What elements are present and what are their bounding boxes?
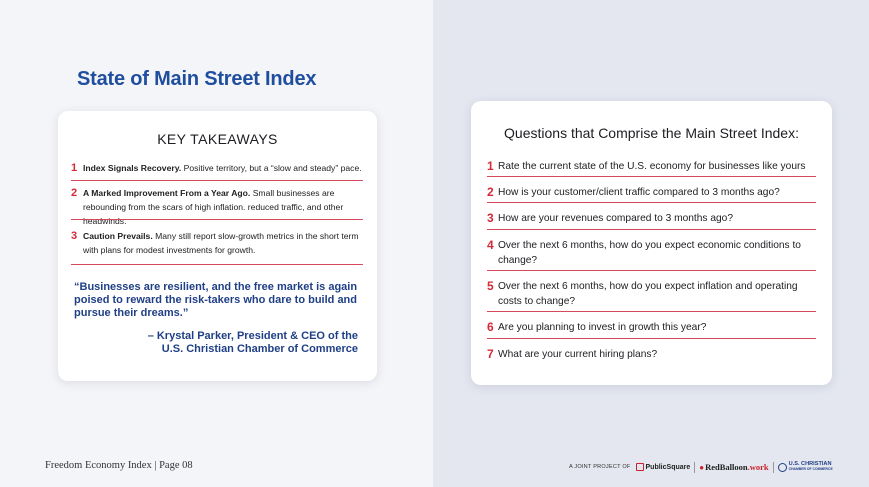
ceo-quote: “Businesses are resilient, and the free … [74, 281, 358, 319]
us-christian-chamber-logo: U.S. CHRISTIAN CHAMBER OF COMMERCE [777, 461, 833, 472]
question-item-3: 3 How are your revenues compared to 3 mo… [487, 211, 817, 226]
redballoon-logo: ● RedBalloon .work [699, 462, 769, 472]
takeaway-text: Positive territory, but a “slow and stea… [181, 163, 362, 173]
question-divider [487, 229, 816, 230]
question-text: What are your current hiring plans? [498, 349, 658, 360]
question-item-1: 1 Rate the current state of the U.S. eco… [487, 159, 817, 174]
attribution-line-1: – Krystal Parker, President & CEO of the [147, 330, 358, 342]
takeaway-text: Small businesses are rebounding from the… [83, 188, 344, 226]
takeaway-item-2: 2 A Marked Improvement From a Year Ago. … [71, 186, 363, 228]
question-text: Over the next 6 months, how do you expec… [498, 281, 798, 307]
footer-page-label: Freedom Economy Index | Page 08 [45, 460, 193, 471]
question-item-4: 4 Over the next 6 months, how do you exp… [487, 238, 817, 268]
question-number: 3 [487, 211, 494, 225]
question-number: 2 [487, 185, 494, 199]
takeaway-divider [71, 180, 363, 181]
takeaway-lead: Index Signals Recovery. [83, 163, 182, 173]
takeaway-item-3: 3 Caution Prevails. Many still report sl… [71, 229, 363, 257]
takeaway-divider [71, 264, 363, 265]
footer-partners: A JOINT PROJECT OF PublicSquare ● RedBal… [569, 460, 833, 474]
question-divider [487, 338, 816, 339]
question-item-7: 7 What are your current hiring plans? [487, 347, 817, 362]
page-title: State of Main Street Index [77, 68, 317, 90]
takeaway-lead: A Marked Improvement From a Year Ago. [83, 188, 251, 198]
joint-project-label: A JOINT PROJECT OF [569, 464, 631, 470]
question-number: 1 [487, 159, 494, 173]
takeaway-number: 2 [71, 187, 78, 199]
question-item-2: 2 How is your customer/client traffic co… [487, 185, 817, 200]
quote-attribution: – Krystal Parker, President & CEO of the… [74, 330, 358, 356]
balloon-icon: ● [699, 462, 705, 472]
key-takeaways-title: KEY TAKEAWAYS [157, 131, 278, 147]
takeaway-text: Many still report slow-growth metrics in… [83, 231, 359, 255]
question-number: 6 [487, 320, 494, 334]
question-number: 7 [487, 347, 494, 361]
question-text: Over the next 6 months, how do you expec… [498, 240, 801, 266]
takeaway-number: 3 [71, 230, 78, 242]
takeaway-divider [71, 219, 363, 220]
questions-title: Questions that Comprise the Main Street … [504, 125, 799, 141]
question-text: Rate the current state of the U.S. econo… [498, 161, 806, 172]
chamber-seal-icon [777, 462, 787, 472]
takeaway-item-1: 1 Index Signals Recovery. Positive terri… [71, 161, 363, 175]
logo-separator [772, 461, 774, 473]
question-number: 4 [487, 238, 494, 252]
key-takeaways-card: KEY TAKEAWAYS 1 Index Signals Recovery. … [58, 111, 377, 381]
question-divider [487, 311, 816, 312]
question-divider [487, 202, 816, 203]
attribution-line-2: U.S. Christian Chamber of Commerce [161, 343, 358, 355]
question-text: How are your revenues compared to 3 mont… [498, 213, 734, 224]
questions-card: Questions that Comprise the Main Street … [471, 101, 832, 385]
takeaway-number: 1 [71, 162, 78, 174]
question-number: 5 [487, 279, 494, 293]
question-divider [487, 176, 816, 177]
question-item-6: 6 Are you planning to invest in growth t… [487, 320, 817, 335]
question-text: How is your customer/client traffic comp… [498, 187, 780, 198]
publicsquare-logo: PublicSquare [635, 463, 690, 471]
question-item-5: 5 Over the next 6 months, how do you exp… [487, 279, 817, 309]
question-text: Are you planning to invest in growth thi… [498, 322, 707, 333]
logo-separator [694, 461, 696, 473]
question-divider [487, 270, 816, 271]
publicsquare-icon [635, 463, 644, 471]
takeaway-lead: Caution Prevails. [83, 231, 153, 241]
